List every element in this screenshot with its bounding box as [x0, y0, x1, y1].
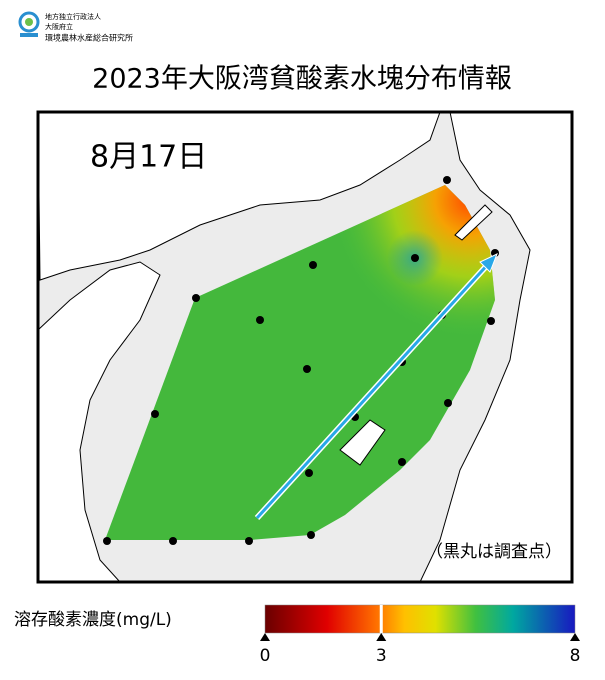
stations — [103, 176, 499, 545]
tick-mark — [376, 633, 387, 641]
tick-label: 8 — [570, 646, 581, 666]
map — [36, 110, 574, 584]
tick-label: 3 — [376, 646, 387, 666]
land — [37, 111, 441, 281]
note: （黒丸は調査点） — [426, 542, 562, 562]
arrow — [255, 260, 492, 520]
colorbar — [264, 604, 576, 634]
date-label: 8月17日 — [90, 140, 207, 175]
tick-label: 0 — [260, 646, 271, 666]
island — [339, 204, 493, 466]
org-line: 大阪府立 — [45, 22, 73, 31]
tick-mark — [260, 633, 270, 641]
map-frame — [36, 110, 574, 584]
logo — [18, 11, 40, 37]
land — [419, 111, 573, 583]
land — [37, 261, 161, 583]
title: 2023年大阪湾貧酸素水塊分布情報 — [92, 64, 512, 95]
tick-mark — [570, 633, 580, 641]
arrow-head — [479, 253, 498, 273]
colorbar-label: 溶存酸素濃度(mg/L) — [14, 610, 172, 630]
org-line: 地方独立行政法人 — [45, 12, 101, 21]
org-line: 環境農林水産総合研究所 — [45, 33, 133, 43]
